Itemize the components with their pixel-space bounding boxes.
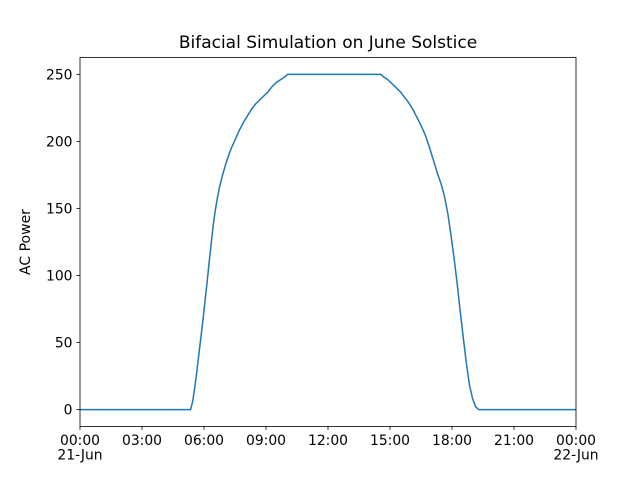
ac-power-line [80, 73, 576, 411]
x-tick-label: 00:00 [556, 433, 596, 449]
x-tick-label: 21:00 [494, 433, 534, 449]
y-tick-label: 0 [64, 403, 73, 419]
x-tick-sublabel: 21-Jun [57, 447, 102, 463]
x-tick-label: 18:00 [432, 433, 472, 449]
y-tick-label: 50 [55, 335, 73, 351]
x-tick-label: 09:00 [246, 433, 286, 449]
y-tick-label: 150 [46, 201, 73, 217]
x-tick-label: 00:00 [60, 433, 100, 449]
y-tick-label: 200 [46, 134, 73, 150]
x-tick-label: 03:00 [122, 433, 162, 449]
axes-spines [79, 57, 577, 427]
x-tick-label: 15:00 [370, 433, 410, 449]
x-tick-sublabel: 22-Jun [553, 447, 598, 463]
chart-title: Bifacial Simulation on June Solstice [178, 33, 478, 53]
x-tick-label: 06:00 [184, 433, 224, 449]
x-tick-label: 12:00 [308, 433, 348, 449]
y-tick-label: 250 [46, 67, 73, 83]
y-tick-label: 100 [46, 268, 73, 284]
